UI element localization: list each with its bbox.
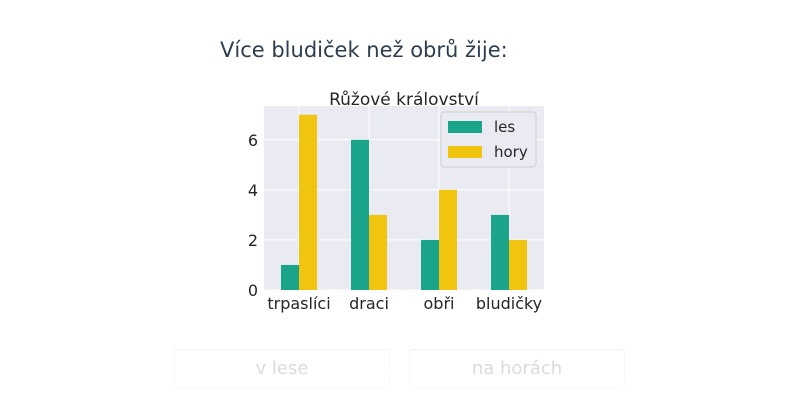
y-tick-label: 6 [248,131,258,150]
legend-swatch-les [448,121,482,133]
bar-hory-0 [299,114,317,290]
legend: les hory [440,111,537,168]
x-tick-label: bludičky [476,294,542,313]
answer-button-les[interactable]: v lese [174,349,390,389]
legend-label-hory: hory [494,143,528,161]
bar-les-0 [281,264,299,290]
chart-title: Růžové království [329,90,480,110]
x-tick-label: draci [349,294,389,313]
bar-les-2 [421,239,439,290]
y-tick-label: 2 [248,231,258,250]
x-tick-label: trpaslíci [267,294,330,313]
bar-hory-1 [369,214,387,290]
bar-hory-2 [439,189,457,290]
answers-fade-overlay [0,336,800,400]
bar-les-1 [351,139,369,290]
x-tick-label: obři [424,294,455,313]
y-tick-labels: 0 2 4 6 [248,131,258,300]
x-tick-labels: trpaslíci draci obři bludičky [267,294,542,313]
answer-button-hory[interactable]: na horách [409,349,625,389]
question-text: Více bludiček než obrů žije: [220,38,508,62]
y-tick-label: 0 [248,281,258,300]
y-tick-label: 4 [248,181,258,200]
legend-swatch-hory [448,146,482,158]
bar-les-3 [491,214,509,290]
bar-hory-3 [509,239,527,290]
legend-label-les: les [494,118,515,136]
bars-group [281,114,527,290]
bar-chart: Růžové království 0 2 4 6 trpaslíci draci obř… [248,90,544,313]
